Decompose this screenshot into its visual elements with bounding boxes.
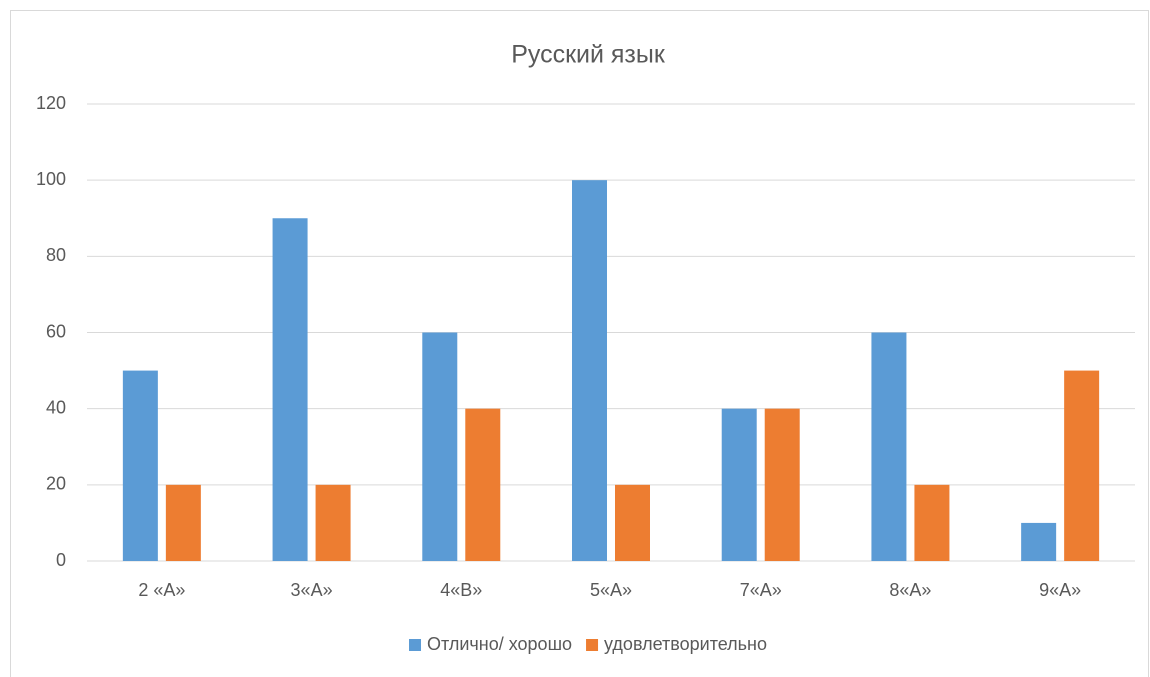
y-tick-label: 120 [36, 93, 66, 113]
bar [764, 408, 800, 561]
legend-swatch [586, 639, 599, 651]
x-tick-label: 7«А» [740, 580, 782, 600]
y-tick-label: 40 [46, 397, 66, 417]
bar [871, 332, 907, 561]
y-tick-label: 80 [46, 245, 66, 265]
y-tick-label: 0 [56, 550, 66, 570]
legend-swatch [409, 639, 422, 651]
bar [465, 408, 501, 561]
legend-label: удовлетворительно [604, 634, 767, 654]
y-tick-label: 100 [36, 169, 66, 189]
y-tick-label: 60 [46, 321, 66, 341]
bar [615, 484, 650, 561]
chart-title: Русский язык [511, 41, 666, 69]
legend-label: Отлично/ хорошо [427, 634, 572, 654]
bar [122, 370, 158, 561]
x-tick-label: 8«А» [889, 580, 931, 600]
bar [721, 408, 757, 561]
x-tick-label: 2 «А» [138, 580, 185, 600]
x-tick-label: 9«А» [1039, 580, 1081, 600]
bar [272, 218, 308, 561]
x-tick-label: 5«А» [590, 580, 632, 600]
bar [1021, 522, 1057, 561]
bar [165, 484, 201, 561]
bar [422, 332, 458, 561]
bar [572, 180, 607, 561]
y-tick-label: 20 [46, 474, 66, 494]
bar [315, 484, 351, 561]
bar [1064, 370, 1100, 561]
x-tick-label: 4«В» [440, 580, 482, 600]
bar [914, 484, 950, 561]
x-tick-label: 3«А» [291, 580, 333, 600]
